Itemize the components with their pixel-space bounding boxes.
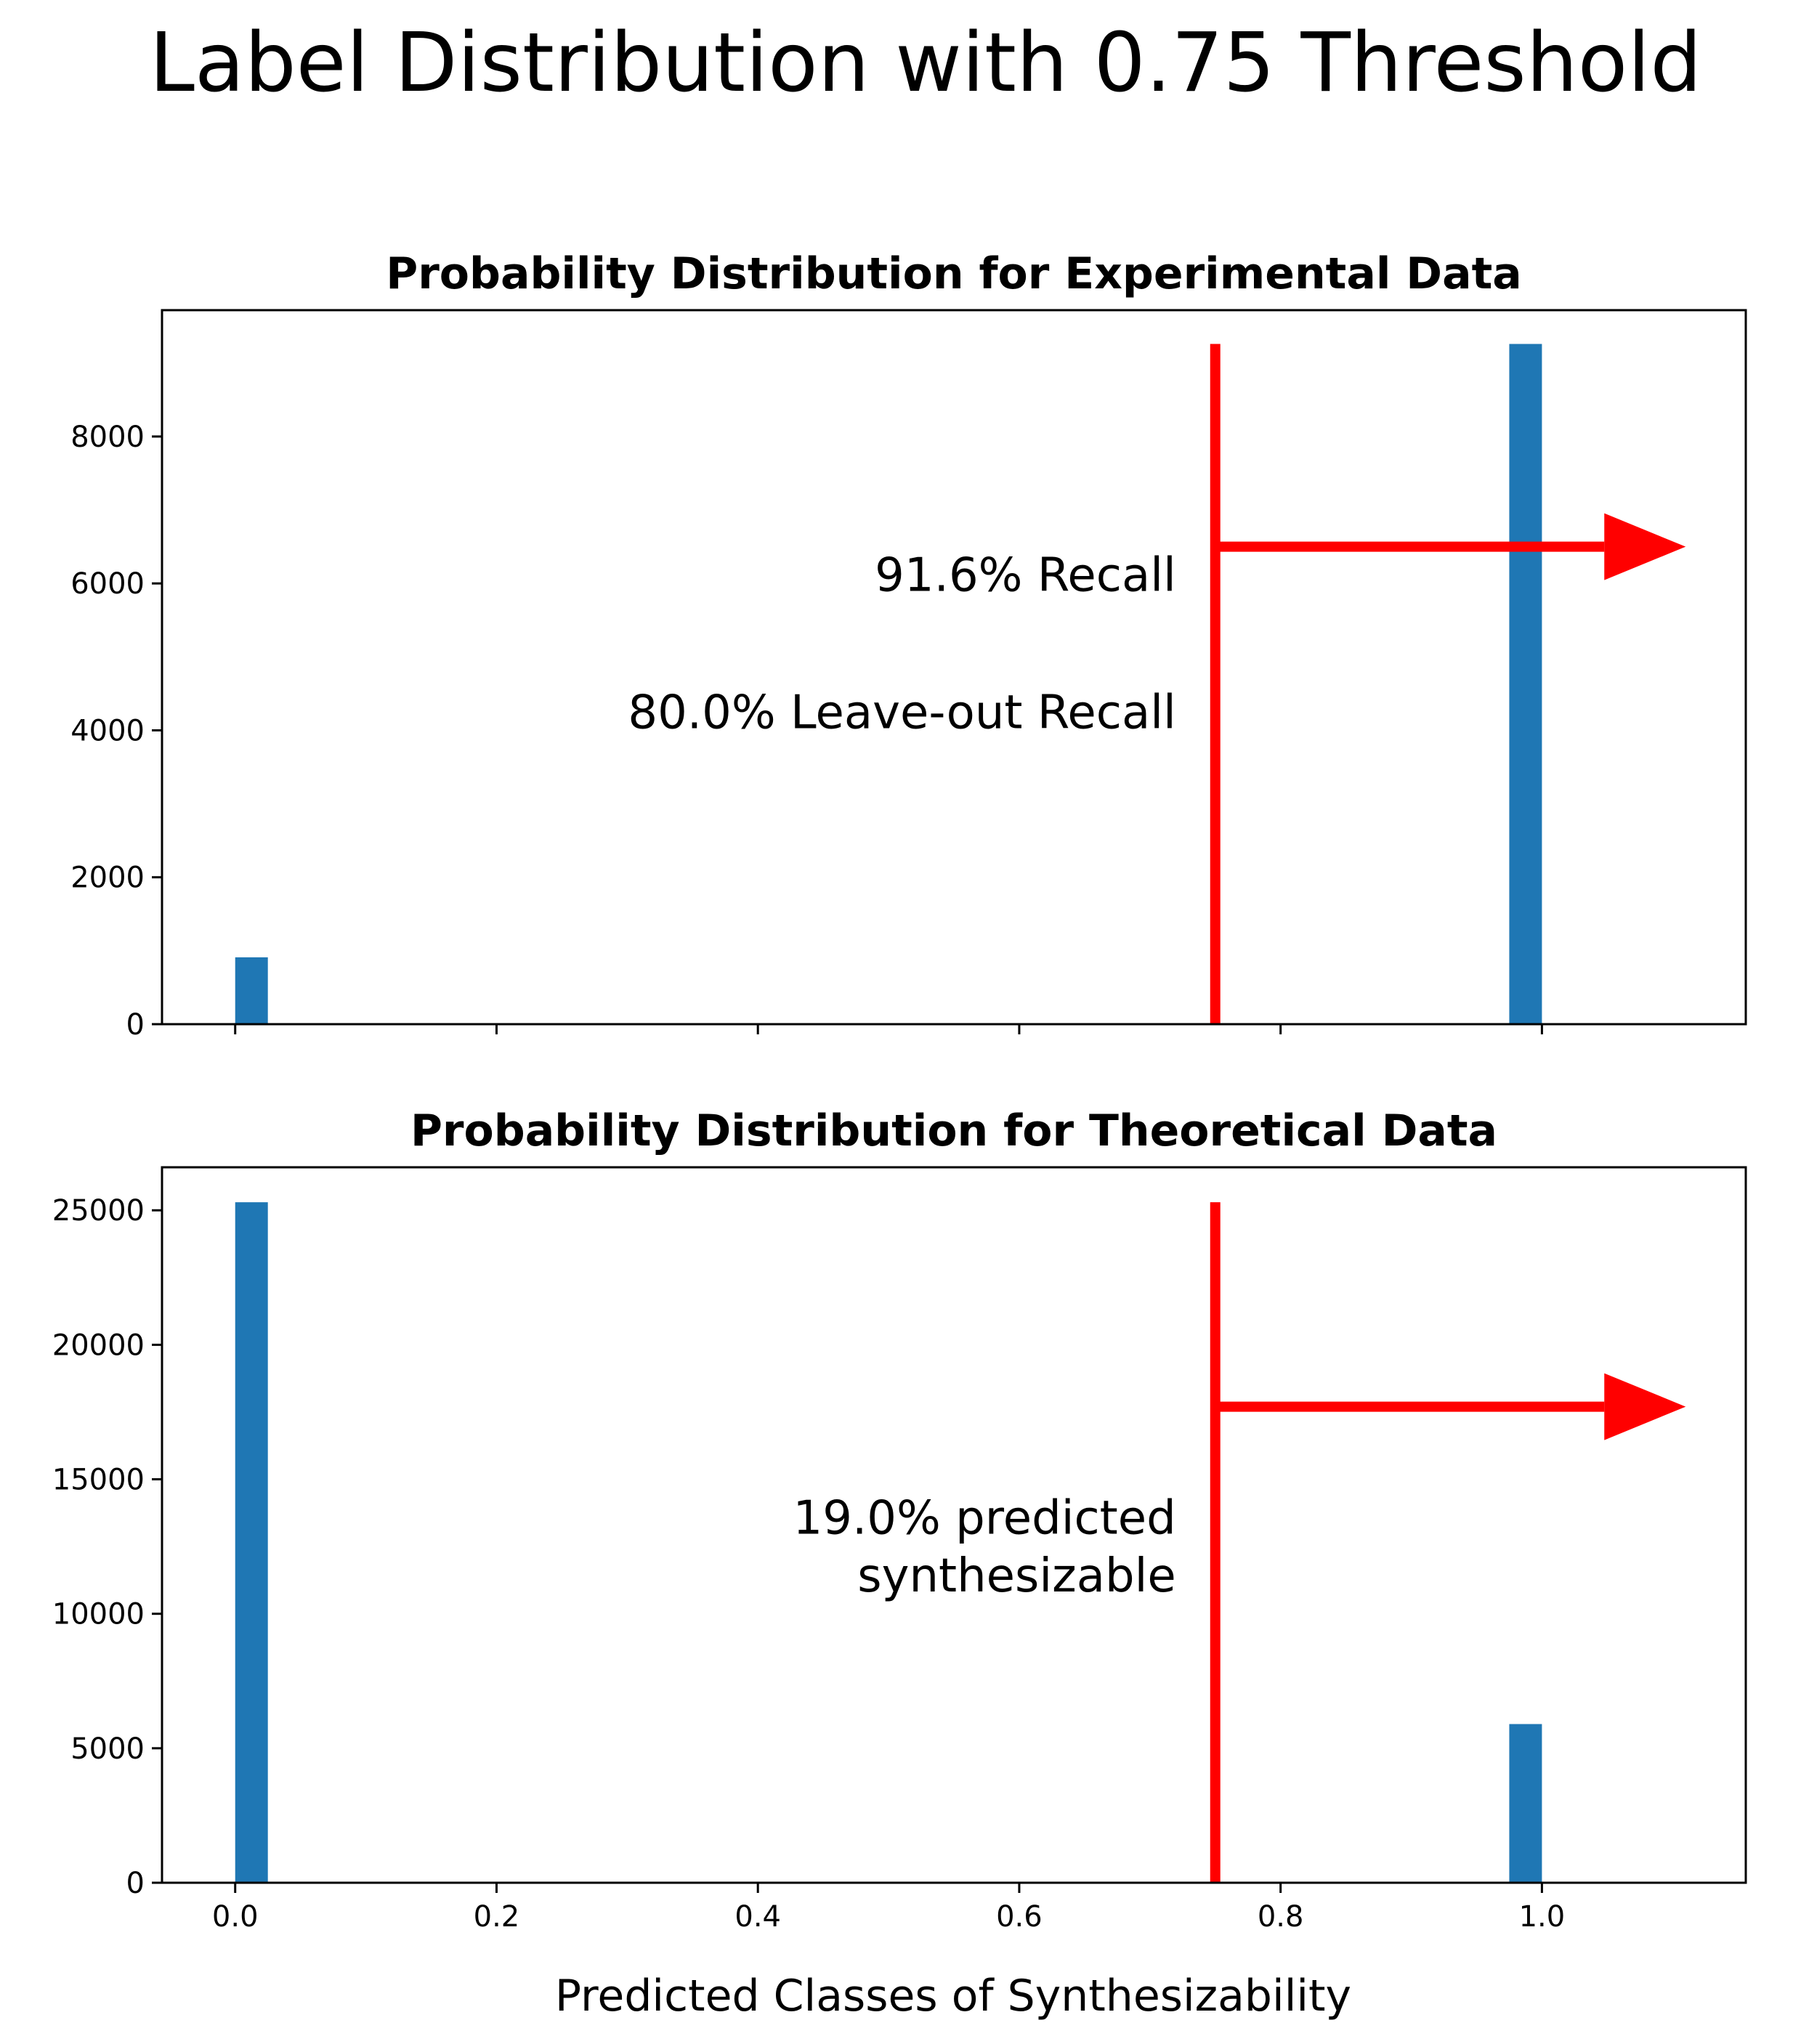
y-tick-label: 15000 [52,1464,145,1497]
y-tick-label: 0 [126,1008,145,1042]
annotation-text: 91.6% Recall [875,548,1176,602]
x-tick-label: 1.0 [1519,1900,1566,1934]
x-tick-label: 0.2 [474,1900,520,1934]
y-tick-label: 5000 [70,1732,145,1766]
y-tick-label: 4000 [70,714,145,747]
x-tick-label: 0.0 [212,1900,259,1934]
theoretical-data-panel: Probability Distribution for Theoretical… [52,1106,1747,1934]
x-axis-label: Predicted Classes of Synthesizability [555,1971,1351,2021]
y-tick-label: 0 [126,1867,145,1900]
threshold-arrow-head [1604,1373,1686,1440]
histogram-bar [235,1202,268,1883]
histogram-bar [1509,1724,1542,1883]
figure-suptitle: Label Distribution with 0.75 Threshold [150,16,1702,110]
y-tick-label: 6000 [70,567,145,601]
x-tick-label: 0.4 [734,1900,781,1934]
experimental-data-panel: Probability Distribution for Experimenta… [70,248,1747,1042]
axes-frame [161,309,1747,1026]
annotation-text: 19.0% predicted [793,1491,1176,1545]
x-tick-label: 0.8 [1258,1900,1304,1934]
annotation-text: 80.0% Leave-out Recall [628,686,1175,739]
threshold-arrow-head [1604,513,1686,580]
annotation-text: synthesizable [857,1549,1176,1603]
x-tick-label: 0.6 [996,1900,1043,1934]
histogram-bar [1509,344,1542,1024]
y-tick-label: 20000 [52,1329,145,1362]
panel-title: Probability Distribution for Experimenta… [386,248,1522,299]
y-tick-label: 8000 [70,421,145,454]
panel-title: Probability Distribution for Theoretical… [410,1106,1497,1156]
y-tick-label: 2000 [70,861,145,895]
histogram-bar [235,957,268,1024]
y-tick-label: 25000 [52,1194,145,1228]
axes-frame [161,1166,1747,1884]
y-tick-label: 10000 [52,1598,145,1631]
